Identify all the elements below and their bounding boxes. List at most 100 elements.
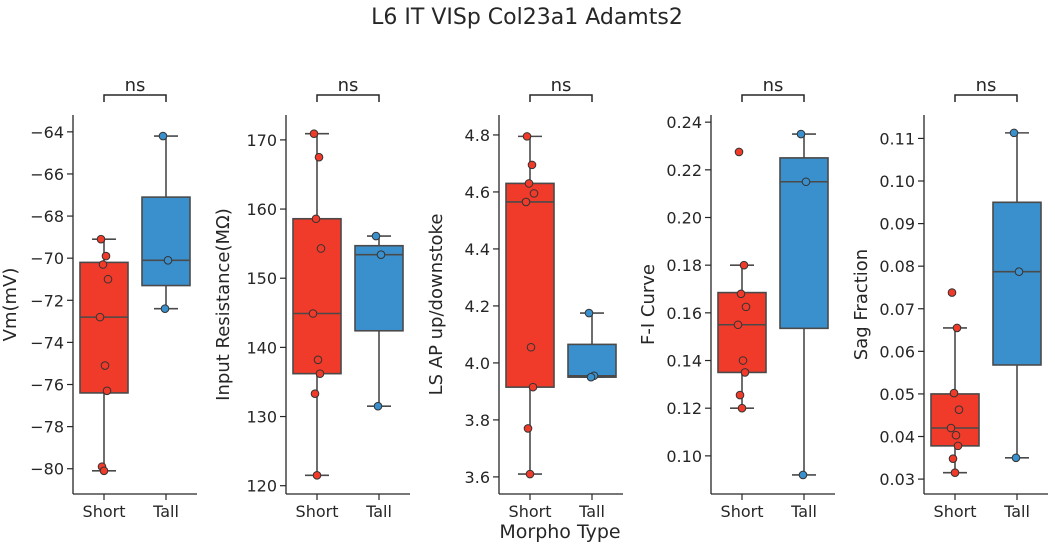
- data-point-tall: [1014, 267, 1024, 277]
- y-tick-label: 0.22: [666, 161, 702, 180]
- data-point-tall: [1011, 453, 1021, 463]
- x-tick-label-short: Short: [509, 502, 552, 521]
- data-point-short: [312, 471, 322, 480]
- data-point-short: [313, 355, 323, 365]
- data-point-short: [525, 469, 535, 479]
- panel-5: 0.03 0.04 0.05 0.06 0.07 0.08 0.09 0.10 0.11 Shor…: [851, 75, 1048, 521]
- y-tick-label: 3.8: [465, 411, 490, 430]
- y-tick-label: 3.6: [465, 468, 490, 487]
- figure-title: L6 IT VISp Col23a1 Adamts2: [371, 5, 683, 30]
- data-point-tall: [1009, 128, 1019, 138]
- panels: −80 −78 −76 −74 −72 −70 −68 −66 −64 Short Tall Vm(m…: [0, 75, 1048, 521]
- y-tick-label: 4.6: [465, 183, 490, 202]
- data-point-tall: [801, 177, 811, 187]
- y-tick-label: 4.2: [465, 297, 490, 316]
- data-point-short: [529, 189, 539, 198]
- y-axis-label: LS AP up/downstoke: [426, 214, 447, 396]
- data-point-short: [521, 197, 531, 207]
- y-tick-label: 150: [246, 269, 277, 288]
- y-tick-label: 0.05: [879, 385, 915, 404]
- data-point-short: [310, 389, 320, 399]
- data-point-short: [102, 386, 112, 396]
- box-short: [79, 261, 129, 394]
- y-tick-label: 120: [246, 477, 277, 496]
- data-point-short: [947, 288, 957, 297]
- data-point-short: [740, 368, 750, 377]
- x-tick-label-tall: Tall: [578, 502, 605, 521]
- significance-bracket: [103, 94, 167, 102]
- y-tick-label: 0.08: [879, 257, 915, 276]
- significance-bracket: [316, 94, 380, 102]
- y-tick-label: 0.16: [666, 304, 702, 323]
- x-tick-label-tall: Tall: [1003, 502, 1030, 521]
- significance-label: ns: [763, 75, 784, 96]
- data-point-short: [98, 260, 108, 269]
- y-axis-label: Sag Fraction: [851, 249, 872, 360]
- box-tall: [567, 343, 617, 378]
- data-point-short: [739, 260, 749, 270]
- data-point-tall: [798, 470, 808, 480]
- data-point-tall: [584, 308, 594, 318]
- y-tick-label: −64: [30, 123, 64, 142]
- data-point-short: [946, 423, 956, 433]
- data-point-short: [952, 323, 962, 333]
- box-tall: [779, 157, 829, 330]
- shared-x-axis-label: Morpho Type: [499, 521, 620, 543]
- data-point-short: [954, 405, 964, 414]
- data-point-short: [524, 179, 534, 188]
- panel-4: 0.10 0.12 0.14 0.16 0.18 0.20 0.22 0.24 Short Tal…: [638, 75, 835, 521]
- y-tick-label: 0.03: [879, 470, 915, 489]
- data-point-short: [316, 244, 326, 253]
- data-point-tall: [586, 372, 596, 382]
- x-tick-label-short: Short: [296, 502, 339, 521]
- y-axis-label: F-I Curve: [638, 264, 659, 345]
- data-point-short: [308, 309, 318, 318]
- y-tick-label: 0.24: [666, 113, 702, 132]
- data-point-short: [309, 129, 319, 138]
- x-tick-label-short: Short: [83, 502, 126, 521]
- y-tick-label: −66: [30, 165, 64, 184]
- data-point-short: [527, 160, 537, 170]
- significance-label: ns: [976, 75, 997, 96]
- y-tick-label: 0.11: [879, 129, 915, 148]
- data-point-short: [314, 152, 324, 162]
- data-point-short: [734, 147, 744, 157]
- x-tick-label-tall: Tall: [365, 502, 392, 521]
- y-tick-label: 0.10: [666, 447, 702, 466]
- box-short: [292, 217, 342, 375]
- y-tick-label: 160: [246, 200, 277, 219]
- y-tick-label: 4.8: [465, 126, 490, 145]
- y-tick-label: 0.04: [879, 428, 915, 447]
- data-point-tall: [796, 129, 806, 139]
- y-tick-label: 4.4: [465, 240, 490, 259]
- y-tick-label: 0.14: [666, 352, 702, 371]
- data-point-short: [315, 369, 325, 378]
- x-tick-label-short: Short: [721, 502, 764, 521]
- panel-1: −80 −78 −76 −74 −72 −70 −68 −66 −64 Short Tall Vm(m…: [0, 75, 197, 521]
- y-tick-label: −74: [30, 333, 64, 352]
- data-point-tall: [373, 401, 383, 411]
- data-point-short: [101, 251, 111, 261]
- x-tick-label-short: Short: [934, 502, 977, 521]
- box-tall: [354, 244, 404, 332]
- data-point-short: [949, 388, 959, 398]
- y-tick-label: −68: [30, 207, 64, 226]
- y-tick-label: −80: [30, 460, 64, 479]
- data-point-short: [526, 342, 536, 352]
- y-tick-label: −72: [30, 291, 64, 310]
- y-tick-label: 170: [246, 131, 277, 150]
- data-point-short: [953, 441, 963, 451]
- y-tick-label: −76: [30, 376, 64, 395]
- data-point-short: [528, 382, 538, 392]
- y-tick-label: 130: [246, 408, 277, 427]
- data-point-tall: [158, 131, 168, 141]
- y-tick-label: 4.0: [465, 354, 490, 373]
- data-point-short: [737, 403, 747, 413]
- panel-3: 3.6 3.8 4.0 4.2 4.4 4.6 4.8 Short Tall LS AP up/d…: [426, 75, 623, 521]
- data-point-tall: [376, 250, 386, 260]
- y-tick-label: 0.10: [879, 172, 915, 191]
- data-point-short: [311, 214, 321, 224]
- data-point-short: [523, 424, 533, 433]
- data-point-short: [951, 430, 961, 440]
